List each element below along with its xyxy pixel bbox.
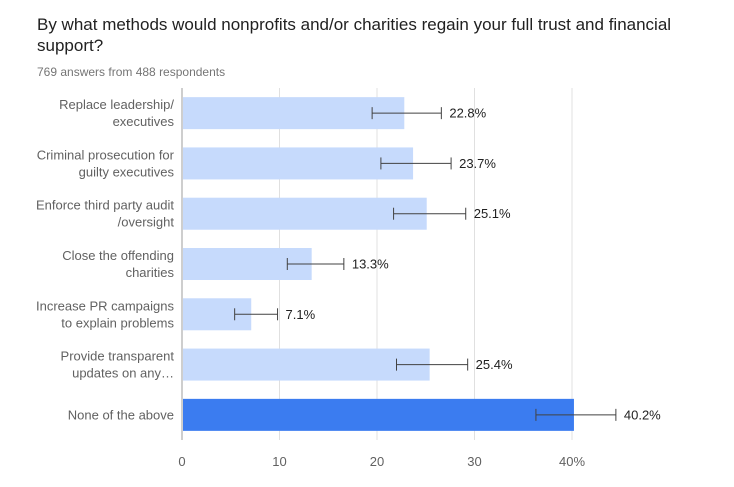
category-label: Close the offending charities (62, 248, 174, 280)
data-label: 22.8% (449, 106, 486, 121)
error-bar (234, 308, 279, 321)
x-tick-label: 10 (272, 454, 286, 469)
x-tick-label: 20 (370, 454, 384, 469)
data-label: 40.2% (624, 407, 661, 422)
error-bar (286, 258, 345, 270)
category-label: Enforce third party audit/oversight (36, 198, 174, 230)
error-bars (234, 107, 617, 421)
category-label: Increase PR campaigns to explain problems (36, 298, 175, 330)
data-label: 25.1% (474, 206, 511, 221)
x-tick-label: 40% (559, 454, 585, 469)
category-label: None of the above (68, 407, 174, 422)
error-bar (371, 107, 442, 120)
bars (183, 97, 574, 431)
data-label: 23.7% (459, 156, 496, 171)
x-tick-label: 0 (178, 454, 185, 469)
chart-subtitle: 769 answers from 488 respondents (37, 65, 226, 79)
bar (183, 197, 427, 230)
bar (183, 147, 414, 180)
error-bar (380, 157, 452, 170)
bar (183, 348, 430, 381)
data-label: 13.3% (352, 257, 389, 272)
chart-title: By what methods would nonprofits and/or … (37, 15, 672, 55)
category-label: Replace leadership/executives (59, 97, 174, 129)
bar (183, 97, 405, 130)
error-bar (396, 358, 469, 371)
category-label: Provide transparent updates on any… (61, 349, 175, 381)
category-label: Criminal prosecution for guilty executive… (37, 147, 175, 179)
data-label: 25.4% (476, 357, 513, 372)
error-bar (535, 408, 617, 421)
error-bar (393, 207, 467, 220)
data-label: 7.1% (286, 307, 316, 322)
labels: 0 10 20 30 40% 22.8% Replace leadership/execut… (36, 97, 661, 469)
bar (183, 398, 574, 431)
x-tick-label: 30 (467, 454, 481, 469)
